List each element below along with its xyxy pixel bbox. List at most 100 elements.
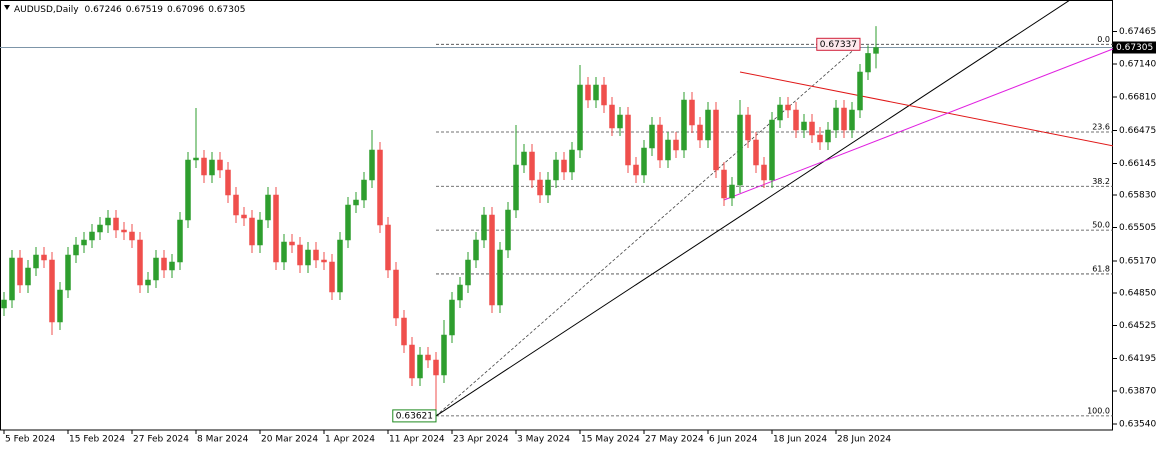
candle-body [73,244,79,256]
candle-body [209,159,215,176]
y-tick-label: 0.64195 [1119,354,1156,364]
candle-body [705,109,711,141]
candle-body [121,229,127,233]
fib-label: 61.8 [1092,264,1110,273]
candle-body [593,84,599,101]
candle-body [225,169,231,196]
candle-body [441,334,447,376]
fib-label: 23.6 [1092,122,1110,131]
candle-body [769,119,775,181]
candle-body [561,159,567,173]
candle-body [801,121,807,131]
fib-base [435,43,861,417]
candle-body [465,259,471,286]
y-tick-label: 0.65830 [1119,191,1156,201]
x-tick-label: 27 Feb 2024 [133,435,189,445]
fib-label: 38.2 [1092,177,1110,186]
candle-body [57,289,63,323]
candle-body [481,214,487,241]
candle-body [105,217,111,226]
candle-body [497,249,503,306]
trend-line [435,0,1071,417]
candle-body [873,47,879,54]
candle-body [241,214,247,219]
candle-body [17,257,23,286]
candle-body [137,239,143,286]
trend-line [739,71,1113,147]
y-tick-label: 0.67140 [1119,60,1156,70]
header-text: AUDUSD,Daily 0.67246 0.67519 0.67096 0.67305 [14,5,245,15]
candle-body [345,204,351,241]
x-tick-label: 8 Mar 2024 [197,435,249,445]
candle-body [281,241,287,263]
candle-body [377,149,383,226]
candle-body [841,107,847,131]
candle-body [313,249,319,261]
candle-body [817,134,823,143]
candle-body [417,354,423,379]
candle-body [129,231,135,241]
candle-body [257,219,263,246]
candle-body [145,279,151,286]
candle-body [97,224,103,233]
candle-body [633,164,639,176]
high: 0.67519 [126,5,163,15]
candle-body [369,149,375,181]
candle-body [33,254,39,269]
candle-body [673,139,679,151]
candle-body [785,104,791,111]
close: 0.67305 [208,5,245,15]
plot-area: 0.0 23.6 38.2 50.0 61.8 100.0 0.67337 0.63621 [0,0,1113,423]
candle-body [153,257,159,281]
y-tick-label: 0.67465 [1119,27,1156,37]
x-tick-label: 23 Apr 2024 [453,435,509,445]
candle-body [625,114,631,166]
candle-body [577,84,583,151]
candle-body [425,354,431,361]
plot-frame [0,0,1113,431]
candle-body [665,139,671,161]
candle-body [537,179,543,196]
candle-body [49,259,55,323]
candle-body [521,151,527,166]
candle-body [761,164,767,181]
x-tick-label: 27 May 2024 [645,435,704,445]
candle-body [409,344,415,379]
candle-body [697,124,703,141]
y-tick-label: 0.63540 [1119,420,1156,430]
y-tick-label: 0.64850 [1119,289,1156,299]
candle-body [169,261,175,271]
candle-body [553,159,559,181]
candle-body [385,224,391,271]
candle-body [265,194,271,221]
y-tick-label: 0.63870 [1119,387,1156,397]
candle-body [161,257,167,271]
price-box [816,37,861,51]
candle-body [361,179,367,201]
candle-body [777,104,783,121]
candle-body [689,99,695,126]
candle-body [513,164,519,211]
x-tick-label: 15 May 2024 [581,435,640,445]
candle-body [65,254,71,291]
y-tick-label: 0.65170 [1119,257,1156,267]
candle-body [569,149,575,173]
candle-body [1,299,7,309]
candle-body [449,299,455,336]
candle-body [329,261,335,293]
candle-body [641,147,647,176]
candle-body [393,269,399,319]
candle-body [649,124,655,149]
fib-label: 100.0 [1087,406,1110,415]
candle-body [721,169,727,199]
candle-body [9,257,15,301]
x-tick-label: 18 Jun 2024 [773,435,827,445]
low: 0.67096 [167,5,204,15]
candle-body [713,109,719,171]
fib-label: 50.0 [1092,221,1110,230]
candle-body [825,129,831,143]
candle-body [529,151,535,181]
price-box [392,409,437,423]
